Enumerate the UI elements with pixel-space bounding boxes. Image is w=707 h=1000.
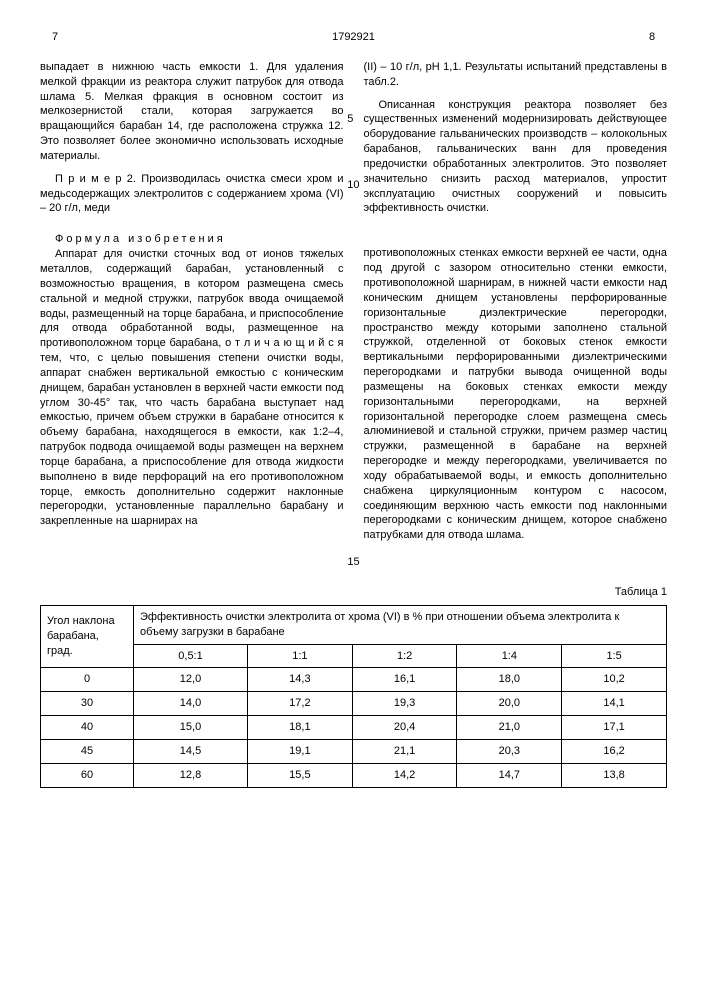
data-table: Угол наклона барабана, град. Эффективнос… <box>40 605 667 788</box>
table-label: Таблица 1 <box>40 585 667 600</box>
val-cell: 12,0 <box>134 668 248 692</box>
val-cell: 14,1 <box>562 692 667 716</box>
val-cell: 20,4 <box>352 716 457 740</box>
page-number-left: 7 <box>40 30 70 45</box>
s2-left-p1: Аппарат для очистки сточных вод от ионов… <box>40 247 344 529</box>
section-1: 5 10 выпадает в нижнюю часть емкости 1. … <box>40 60 667 224</box>
val-cell: 21,0 <box>457 716 562 740</box>
s1-right-p2: Описанная конструкция реактора позволяет… <box>364 98 668 217</box>
val-cell: 17,2 <box>248 692 353 716</box>
line-mark-10: 10 <box>347 178 359 193</box>
val-cell: 10,2 <box>562 668 667 692</box>
ratio-1: 1:1 <box>248 644 353 668</box>
val-cell: 15,5 <box>248 763 353 787</box>
val-cell: 14,2 <box>352 763 457 787</box>
val-cell: 15,0 <box>134 716 248 740</box>
table-ratio-row: 0,5:1 1:1 1:2 1:4 1:5 <box>41 644 667 668</box>
table-header-row: Угол наклона барабана, град. Эффективнос… <box>41 605 667 644</box>
th-angle-l1: Угол наклона <box>47 615 115 627</box>
ratio-4: 1:5 <box>562 644 667 668</box>
angle-cell: 40 <box>41 716 134 740</box>
table-row: 60 12,8 15,5 14,2 14,7 13,8 <box>41 763 667 787</box>
s1-left-p1: выпадает в нижнюю часть емкости 1. Для у… <box>40 60 344 164</box>
val-cell: 18,0 <box>457 668 562 692</box>
val-cell: 20,3 <box>457 739 562 763</box>
val-cell: 21,1 <box>352 739 457 763</box>
col-right-1: (II) – 10 г/л, pH 1,1. Результаты испыта… <box>364 60 668 224</box>
col-left-1: выпадает в нижнюю часть емкости 1. Для у… <box>40 60 344 224</box>
val-cell: 14,3 <box>248 668 353 692</box>
val-cell: 18,1 <box>248 716 353 740</box>
table-row: 45 14,5 19,1 21,1 20,3 16,2 <box>41 739 667 763</box>
val-cell: 14,0 <box>134 692 248 716</box>
s1-left-p2: П р и м е р 2. Производилась очистка сме… <box>40 172 344 217</box>
angle-cell: 30 <box>41 692 134 716</box>
table-row: 30 14,0 17,2 19,3 20,0 14,1 <box>41 692 667 716</box>
page-header: 7 1792921 8 <box>40 30 667 45</box>
angle-cell: 60 <box>41 763 134 787</box>
val-cell: 13,8 <box>562 763 667 787</box>
s1-right-p1: (II) – 10 г/л, pH 1,1. Результаты испыта… <box>364 60 668 90</box>
ratio-2: 1:2 <box>352 644 457 668</box>
val-cell: 14,7 <box>457 763 562 787</box>
val-cell: 16,2 <box>562 739 667 763</box>
val-cell: 17,1 <box>562 716 667 740</box>
formula-title-text: Формула изобретения <box>55 233 226 245</box>
val-cell: 16,1 <box>352 668 457 692</box>
col-right-2: противоположных стенках емкости верхней … <box>364 232 668 551</box>
line-mark-5: 5 <box>347 112 353 127</box>
angle-cell: 45 <box>41 739 134 763</box>
ratio-0: 0,5:1 <box>134 644 248 668</box>
th-angle: Угол наклона барабана, град. <box>41 605 134 668</box>
table-row: 0 12,0 14,3 16,1 18,0 10,2 <box>41 668 667 692</box>
page-number-right: 8 <box>637 30 667 45</box>
document-number: 1792921 <box>70 30 637 45</box>
col-left-2: Формула изобретения Аппарат для очистки … <box>40 232 344 551</box>
val-cell: 19,1 <box>248 739 353 763</box>
ratio-3: 1:4 <box>457 644 562 668</box>
formula-title: Формула изобретения <box>40 232 344 247</box>
val-cell: 20,0 <box>457 692 562 716</box>
val-cell: 19,3 <box>352 692 457 716</box>
val-cell: 12,8 <box>134 763 248 787</box>
s2-right-p1: противоположных стенках емкости верхней … <box>364 246 668 543</box>
section-2: Формула изобретения Аппарат для очистки … <box>40 232 667 551</box>
line-mark-15: 15 <box>40 555 667 570</box>
table-row: 40 15,0 18,1 20,4 21,0 17,1 <box>41 716 667 740</box>
angle-cell: 0 <box>41 668 134 692</box>
th-angle-l2: барабана, <box>47 630 99 642</box>
val-cell: 14,5 <box>134 739 248 763</box>
th-angle-l3: град. <box>47 645 73 657</box>
th-efficiency: Эффективность очистки электролита от хро… <box>134 605 667 644</box>
